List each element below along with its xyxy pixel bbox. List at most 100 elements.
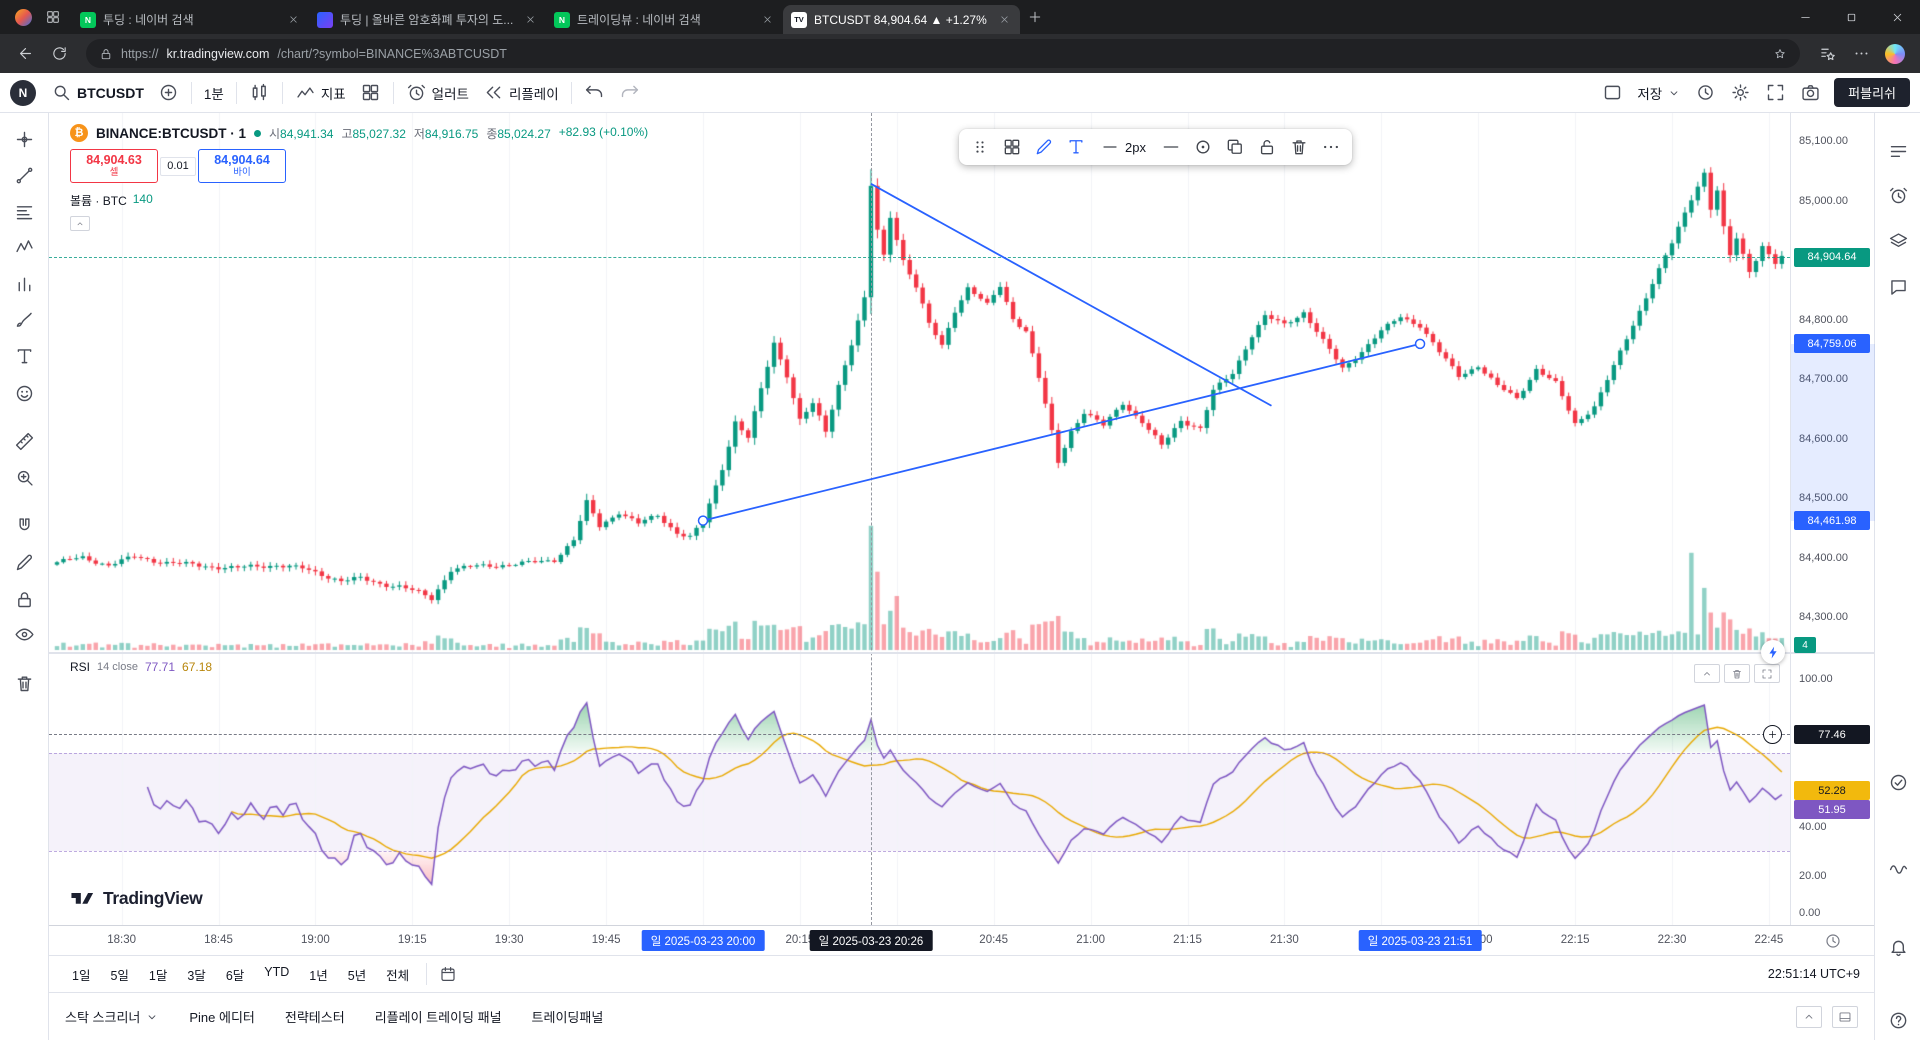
ideas-check-icon[interactable] (1884, 768, 1912, 796)
color-picker-icon[interactable] (1188, 133, 1218, 161)
symbol-search-button[interactable]: BTCUSDT (44, 78, 151, 108)
lock-all-icon[interactable] (10, 585, 38, 613)
range-button-5년[interactable]: 5년 (347, 968, 367, 983)
trendline-tool-icon[interactable] (10, 161, 38, 189)
pane-separator[interactable] (49, 652, 1874, 654)
line-style-select[interactable] (1156, 133, 1186, 161)
fullscreen-button[interactable] (1758, 78, 1793, 108)
layout-history-button[interactable] (1688, 78, 1723, 108)
tab-close-icon[interactable] (996, 12, 1012, 28)
new-tab-button[interactable] (1022, 4, 1048, 30)
tab-close-icon[interactable] (522, 12, 538, 28)
bottom-tab-3[interactable]: 전략테스터 (284, 1010, 345, 1025)
magnet-tool-icon[interactable] (10, 512, 38, 540)
trendline-drawing[interactable] (702, 342, 1421, 522)
replay-button[interactable]: 리플레이 (476, 78, 566, 108)
notifications-bell-icon[interactable] (1884, 933, 1912, 961)
back-button[interactable] (10, 39, 40, 69)
range-button-1달[interactable]: 1달 (148, 968, 168, 983)
move-pane-up-button[interactable] (1694, 664, 1720, 683)
add-alert-plus-button[interactable] (1763, 725, 1782, 744)
layout-select-button[interactable] (1595, 78, 1630, 108)
refresh-button[interactable] (44, 39, 74, 69)
watchlist-icon[interactable] (1884, 137, 1912, 165)
favorites-bar-icon[interactable] (1812, 39, 1842, 69)
delete-pane-button[interactable] (1724, 664, 1750, 683)
server-clock[interactable]: 22:51:14 UTC+9 (1767, 967, 1860, 981)
browser-tab-1[interactable]: N 투딩 : 네이버 검색 (72, 5, 309, 34)
range-button-전체[interactable]: 전체 (386, 968, 410, 983)
bottom-tab-5[interactable]: 트레이딩패널 (531, 1010, 604, 1025)
bottom-tab-2[interactable]: Pine 에디터 (189, 1010, 255, 1025)
publish-button[interactable]: 퍼블리쉬 (1834, 78, 1910, 107)
workspaces-icon[interactable] (40, 4, 66, 30)
crosshair-tool-icon[interactable] (10, 125, 38, 153)
range-button-YTD[interactable]: YTD (264, 964, 290, 979)
browser-profile-icon[interactable] (10, 4, 36, 30)
drawing-handle[interactable] (697, 515, 709, 526)
interval-button[interactable]: 1분 (203, 86, 224, 102)
save-button[interactable]: 저장 (1630, 78, 1688, 108)
snapshot-camera-button[interactable] (1793, 78, 1828, 108)
scripts-wave-icon[interactable] (1884, 855, 1912, 883)
quick-trade-button[interactable] (1761, 640, 1785, 664)
emoji-tool-icon[interactable] (10, 379, 38, 407)
browser-tab-4[interactable]: TV BTCUSDT 84,904.64 ▲ +1.27% (783, 5, 1020, 34)
help-icon[interactable] (1884, 1006, 1912, 1034)
alert-button[interactable]: 얼러트 (399, 78, 476, 108)
delete-icon[interactable] (1284, 133, 1314, 161)
tab-close-icon[interactable] (285, 12, 301, 28)
redo-button[interactable] (612, 78, 647, 108)
legend-symbol[interactable]: BINANCE:BTCUSDT · 1 (96, 125, 246, 141)
url-field[interactable]: https:// kr.tradingview.com/chart/?symbol… (86, 39, 1800, 68)
rsi-horizontal-drawing-line[interactable] (49, 734, 1790, 736)
delete-all-icon[interactable] (10, 669, 38, 697)
range-button-6달[interactable]: 6달 (225, 968, 245, 983)
more-icon[interactable] (1316, 133, 1346, 161)
pencil-tool-icon[interactable] (1029, 133, 1059, 161)
sell-button[interactable]: 84,904.63 셀 (70, 149, 158, 183)
browser-tab-3[interactable]: N 트레이딩뷰 : 네이버 검색 (546, 5, 783, 34)
measure-tool-icon[interactable] (10, 427, 38, 455)
candlestick-canvas[interactable] (49, 113, 1790, 925)
drawing-handle[interactable] (1414, 338, 1426, 350)
trendline-drawing[interactable] (870, 183, 1272, 407)
time-axis-clock-button[interactable] (1824, 932, 1842, 950)
buy-button[interactable]: 84,904.64 바이 (198, 149, 286, 183)
chart-settings-button[interactable] (1723, 78, 1758, 108)
go-to-date-button[interactable] (435, 961, 461, 987)
user-avatar[interactable]: N (10, 79, 36, 106)
bottom-tab-1[interactable]: 스탁 스크리너 (65, 1007, 159, 1026)
browser-menu-icon[interactable] (1846, 39, 1876, 69)
close-button[interactable] (1874, 0, 1920, 34)
range-button-1일[interactable]: 1일 (72, 968, 91, 983)
brush-tool-icon[interactable] (10, 305, 38, 333)
panel-open-button[interactable] (1796, 1005, 1822, 1028)
bookmark-star-icon[interactable] (1773, 47, 1787, 61)
chart-area[interactable]: ₿ BINANCE:BTCUSDT · 1 시84,941.34 고85,027… (49, 113, 1875, 925)
range-button-5일[interactable]: 5일 (110, 968, 129, 983)
text-tool-icon[interactable] (10, 342, 38, 370)
undo-button[interactable] (577, 78, 612, 108)
maximize-button[interactable] (1828, 0, 1874, 34)
indicator-templates-button[interactable] (353, 78, 388, 108)
text-tool-icon[interactable] (1061, 133, 1091, 161)
minimize-button[interactable] (1782, 0, 1828, 34)
rsi-legend[interactable]: RSI 14 close 77.71 67.18 (70, 660, 213, 674)
compare-symbol-button[interactable] (151, 78, 186, 108)
price-axis[interactable]: 4 85,100.00 85,000.00 84,800.00 84,700.00 84… (1790, 113, 1875, 925)
line-width-select[interactable]: 2px (1093, 138, 1154, 156)
lock-icon[interactable] (1252, 133, 1282, 161)
clone-icon[interactable] (1220, 133, 1250, 161)
fib-retracement-icon[interactable] (10, 198, 38, 226)
panel-expand-button[interactable] (1832, 1005, 1858, 1028)
time-axis[interactable]: 18:3018:4519:0019:1519:3019:4520:0020:15… (49, 925, 1874, 955)
range-button-3달[interactable]: 3달 (187, 968, 206, 983)
browser-tab-2[interactable]: 투딩 | 올바른 암호화폐 투자의 도... (309, 5, 546, 34)
tab-close-icon[interactable] (759, 12, 775, 28)
hide-all-icon[interactable] (10, 620, 38, 648)
templates-icon[interactable] (997, 133, 1027, 161)
drag-handle-icon[interactable] (965, 133, 995, 161)
copilot-icon[interactable] (1880, 39, 1910, 69)
data-window-icon[interactable] (1884, 227, 1912, 255)
